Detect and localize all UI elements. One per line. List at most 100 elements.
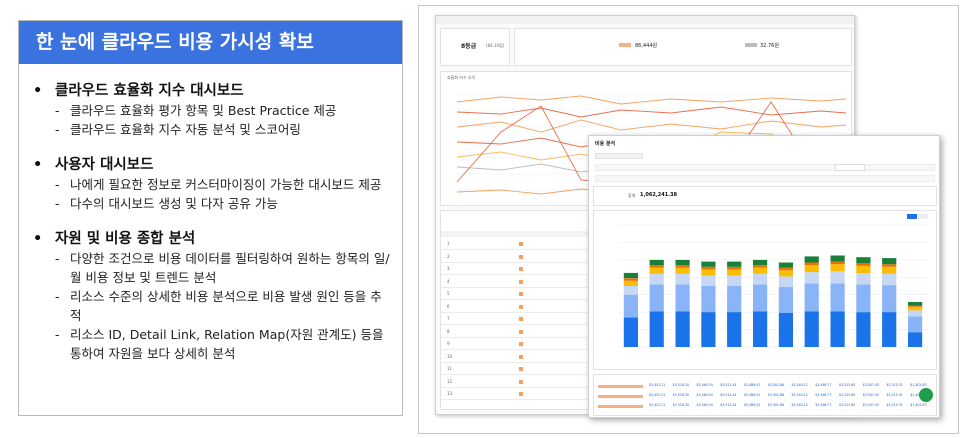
status-dot xyxy=(519,304,523,309)
section-heading: • 클라우드 효율화 지수 대시보드 xyxy=(33,81,393,101)
cost-summary-card: 86,444원 32.76원 xyxy=(514,28,852,66)
table-row-number: 7 xyxy=(447,316,450,321)
list-item: 다양한 조건으로 비용 데이터를 필터링하여 원하는 항목의 일/월 비용 정보… xyxy=(55,249,393,287)
bar-segment xyxy=(830,311,845,347)
bar-segment xyxy=(778,276,793,287)
status-dot xyxy=(519,354,523,359)
section-user-dashboard: • 사용자 대시보드 나에게 필요한 정보로 커스터마이징이 가능한 대시보드 제… xyxy=(33,155,393,213)
cost-cell: $3,523.60 xyxy=(839,393,856,397)
table-row-number: 8 xyxy=(447,328,450,334)
status-dot xyxy=(519,367,523,371)
status-dot xyxy=(519,267,523,271)
table-row-divider xyxy=(441,336,621,338)
bar-segment xyxy=(623,286,638,295)
list-item: 클라우드 효율화 평가 항목 및 Best Practice 제공 xyxy=(55,101,393,120)
bar-segment xyxy=(623,278,638,281)
bar-segment xyxy=(804,283,819,312)
chart-toggle-bar[interactable] xyxy=(907,214,917,219)
cost-table: $3,451.21 $3,451.21 $3,451.21 $3,518.30 $3,5… xyxy=(593,374,937,416)
table-row-divider xyxy=(441,374,621,375)
status-dot xyxy=(519,342,523,346)
cost-cell: $3,507.45 xyxy=(862,393,879,397)
bar-segment xyxy=(675,259,690,266)
cost-cell: $3,501.88 xyxy=(767,403,784,407)
cost-cell: $3,518.30 xyxy=(672,393,689,397)
bar-segment xyxy=(830,261,845,265)
grade-score: (84.10점) xyxy=(486,43,505,48)
bar-segment xyxy=(649,267,664,274)
table-row-number: 13 xyxy=(447,391,453,396)
bar-segment xyxy=(830,283,845,312)
feature-panel: 한 눈에 클라우드 비용 가시성 확보 • 클라우드 효율화 지수 대시보드 클라… xyxy=(18,20,403,416)
bar-segment xyxy=(778,270,793,277)
bar-segment xyxy=(830,271,845,284)
status-dot xyxy=(519,254,523,259)
cost-cell: $3,451.21 xyxy=(649,403,666,407)
bar-segment xyxy=(908,305,923,307)
total-value: 1,062,241.38 xyxy=(640,192,678,198)
filter-dropdown[interactable] xyxy=(835,164,865,171)
bar-segment xyxy=(908,302,923,306)
status-dot xyxy=(519,292,523,296)
cost-cell: $3,498.77 xyxy=(815,393,832,397)
bar-segment xyxy=(649,259,664,266)
feature-sections: • 클라우드 효율화 지수 대시보드 클라우드 효율화 평가 항목 및 Best … xyxy=(33,81,393,379)
section-heading: • 자원 및 비용 종합 분석 xyxy=(33,229,393,249)
bar-segment xyxy=(856,263,871,266)
bar-segment xyxy=(675,311,690,347)
cost-cell: $3,460.54 xyxy=(696,383,713,387)
summary-badge-left xyxy=(619,43,631,47)
bar-segment xyxy=(649,265,664,268)
bar-segment xyxy=(804,265,819,273)
chart-toggle-line[interactable] xyxy=(918,214,928,219)
bar-segment xyxy=(675,284,690,312)
slide-title: 한 눈에 클라우드 비용 가시성 확보 xyxy=(19,21,402,64)
row-label-bar xyxy=(598,385,643,388)
bar-segment xyxy=(727,286,742,313)
cost-cell: $3,515.31 xyxy=(886,403,903,407)
bar-segment xyxy=(753,284,768,312)
bar-segment xyxy=(882,285,897,313)
table-row-number: 9 xyxy=(447,341,450,346)
table-row-divider xyxy=(441,286,621,288)
bar-segment xyxy=(649,284,664,312)
cost-cell: $3,501.88 xyxy=(767,393,784,397)
bar-segment xyxy=(856,272,871,285)
bar-segment xyxy=(701,275,716,286)
list-item: 클라우드 효율화 지수 자동 분석 및 스코어링 xyxy=(55,120,393,139)
table-row-number: 3 xyxy=(447,266,450,271)
table-row-divider xyxy=(441,274,621,275)
cost-cell: $3,540.12 xyxy=(791,403,808,407)
bar-segment xyxy=(701,286,716,313)
bar-segment xyxy=(753,273,768,285)
bar-segment xyxy=(727,261,742,267)
status-dot xyxy=(519,317,523,321)
cost-cell: $3,523.60 xyxy=(839,403,856,407)
cost-cell: $3,498.77 xyxy=(815,383,832,387)
bar-segment xyxy=(701,312,716,347)
bar-segment xyxy=(882,273,897,286)
section-heading-text: 사용자 대시보드 xyxy=(55,157,154,173)
chat-icon[interactable] xyxy=(919,388,933,402)
bullet-list: 다양한 조건으로 비용 데이터를 필터링하여 원하는 항목의 일/월 비용 정보… xyxy=(33,249,393,363)
table-row-number: 10 xyxy=(447,353,453,359)
row-label-bar xyxy=(598,405,643,408)
bullet-list: 클라우드 효율화 평가 항목 및 Best Practice 제공 클라우드 효… xyxy=(33,101,393,139)
cost-cell: $3,507.45 xyxy=(862,383,879,387)
list-item: 다수의 대시보드 생성 및 다자 공유 가능 xyxy=(55,194,393,213)
date-range-input[interactable] xyxy=(595,153,643,159)
status-dot xyxy=(519,329,523,334)
cost-cell: $3,489.02 xyxy=(744,383,761,387)
summary-badge-right xyxy=(745,43,757,47)
table-row-number: 1 xyxy=(447,241,450,246)
bar-segment xyxy=(908,332,923,347)
cost-cell: $3,515.31 xyxy=(886,383,903,387)
filter-bar-secondary[interactable] xyxy=(595,175,935,182)
filter-bar[interactable] xyxy=(595,164,935,171)
cost-cell: $3,540.12 xyxy=(791,393,808,397)
bar-segment xyxy=(908,310,923,317)
section-heading-text: 클라우드 효율화 지수 대시보드 xyxy=(55,83,244,99)
table-row-divider xyxy=(441,386,621,388)
cost-cell: $3,489.02 xyxy=(744,393,761,397)
cost-cell: $3,512.44 xyxy=(720,393,737,397)
